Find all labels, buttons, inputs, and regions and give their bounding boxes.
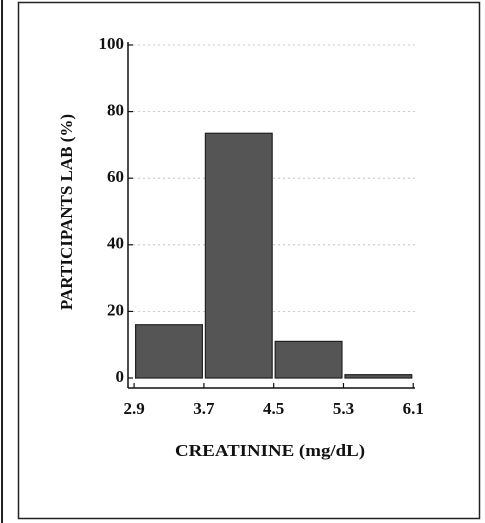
y-tick-label: 20 <box>107 300 124 319</box>
x-axis-label: CREATININE (mg/dL) <box>175 441 365 460</box>
y-tick-label: 60 <box>107 167 124 186</box>
y-tick-label: 0 <box>116 367 125 386</box>
bar <box>204 132 273 379</box>
x-tick-label: 6.1 <box>403 399 424 418</box>
bar <box>344 374 413 379</box>
x-tick-label: 4.5 <box>263 399 284 418</box>
x-tick-label: 5.3 <box>333 399 354 418</box>
bar <box>135 324 203 379</box>
y-tick-label: 80 <box>107 101 124 120</box>
x-tick-label: 3.7 <box>193 399 215 418</box>
y-tick-label: 100 <box>99 34 125 53</box>
x-tick-label: 2.9 <box>123 399 144 418</box>
frame <box>17 1 481 520</box>
y-tick-label: 40 <box>107 234 124 253</box>
panel-edge <box>1 0 3 523</box>
y-axis-label: PARTICIPANTS LAB (%) <box>57 114 76 310</box>
bar <box>274 340 343 379</box>
